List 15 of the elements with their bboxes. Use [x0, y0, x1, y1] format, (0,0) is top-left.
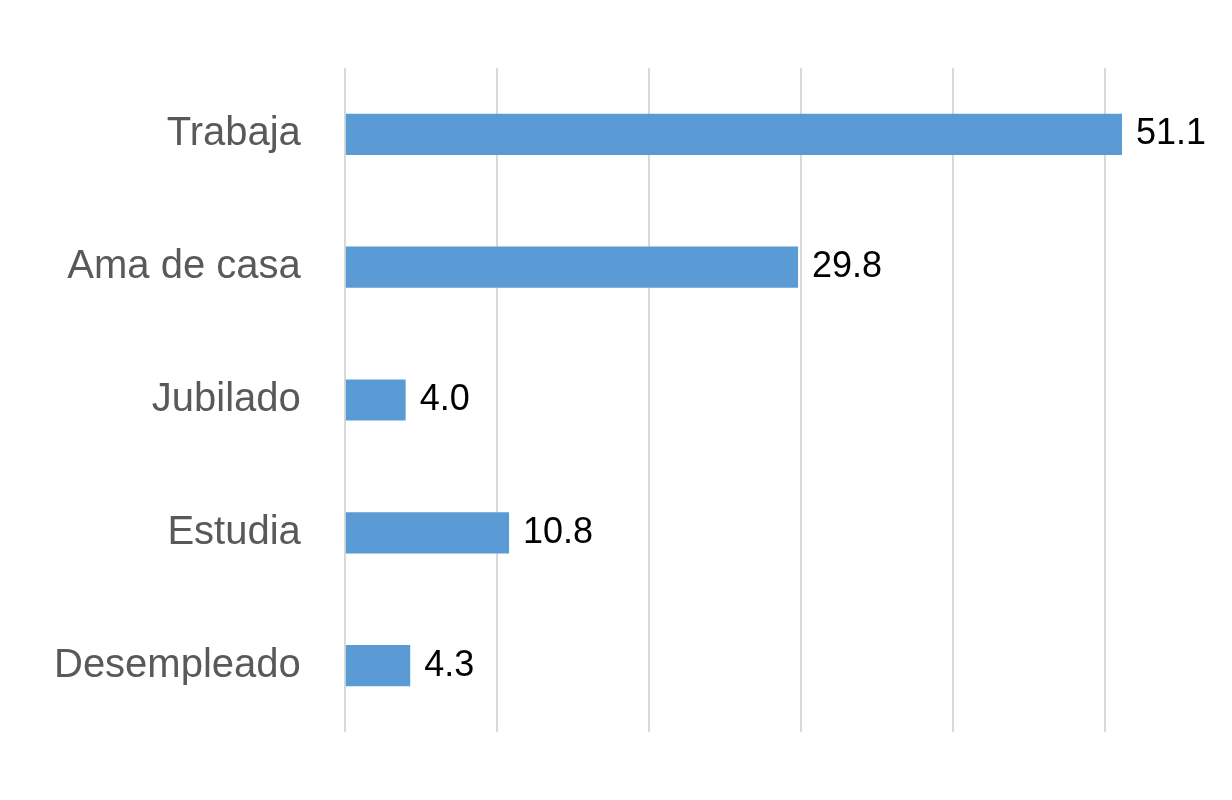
bar: [345, 379, 406, 421]
bar: [345, 645, 411, 687]
data-label: 4.0: [419, 376, 470, 418]
y-tick-label: Trabaja: [166, 109, 302, 154]
bar: [345, 246, 799, 288]
y-tick-label: Desempleado: [53, 640, 301, 685]
data-label: 10.8: [523, 509, 594, 551]
y-tick-label: Estudia: [167, 507, 302, 552]
data-label: 51.1: [1136, 111, 1207, 153]
y-tick-label: Jubilado: [151, 375, 301, 420]
bar: [345, 512, 510, 554]
data-label: 4.3: [424, 642, 475, 684]
bar: [345, 113, 1122, 155]
y-tick-label: Ama de casa: [67, 242, 302, 287]
data-label: 29.8: [812, 244, 883, 286]
